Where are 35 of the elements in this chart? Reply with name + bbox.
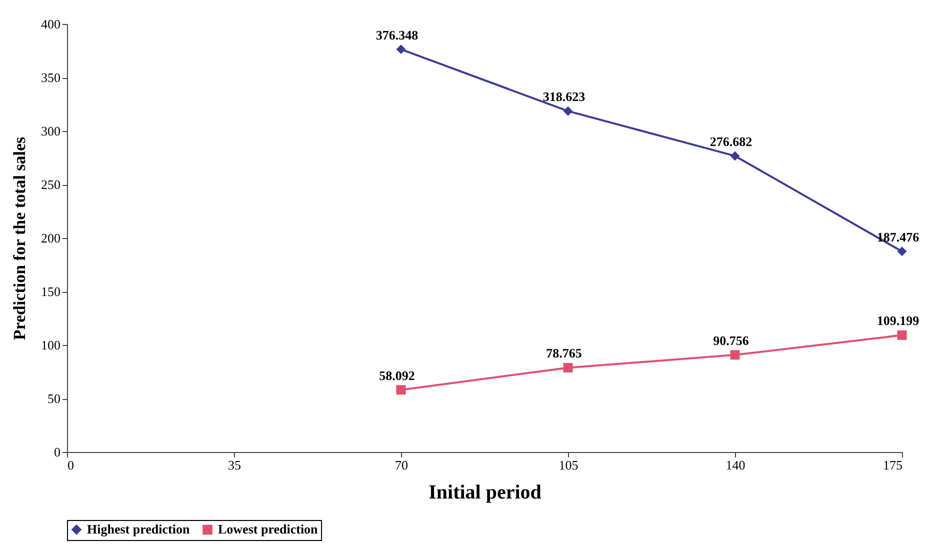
x-tick-label: 175	[883, 458, 902, 472]
x-tick-label: 140	[726, 458, 746, 472]
data-label: 109.199	[876, 313, 920, 328]
data-label: 58.092	[379, 368, 415, 383]
data-label: 318.623	[542, 89, 586, 104]
point	[396, 44, 406, 54]
y-tick-label: 50	[48, 391, 60, 406]
x-tick-label: 0	[68, 458, 74, 472]
point	[730, 151, 740, 161]
point	[396, 385, 406, 395]
point	[563, 106, 573, 116]
data-label: 90.756	[713, 332, 750, 348]
point	[897, 330, 907, 340]
y-tick-label: 300	[41, 124, 60, 138]
y-tick-label: 350	[41, 70, 60, 85]
point	[563, 362, 573, 372]
y-tick-label: 0	[54, 444, 60, 460]
point	[897, 246, 907, 256]
y-axis-title: Prediction for the total sales	[10, 136, 29, 340]
data-label: 376.348	[376, 27, 419, 42]
y-tick-label: 150	[41, 284, 60, 299]
data-label: 187.476	[876, 229, 920, 244]
x-tick-label: 35	[228, 458, 241, 472]
y-tick-label: 400	[41, 16, 60, 32]
y-tick-label: 200	[41, 230, 60, 246]
data-label: 276.682	[710, 134, 752, 149]
x-tick-label: 70	[395, 458, 408, 472]
x-axis-title: Initial period	[428, 482, 542, 504]
point	[730, 350, 740, 360]
y-tick-label: 250	[41, 177, 60, 192]
legend-label: Highest prediction	[87, 522, 190, 537]
legend-label: Lowest prediction	[218, 522, 319, 537]
data-label: 78.765	[546, 346, 582, 361]
y-tick-label: 100	[41, 338, 60, 352]
x-tick-label: 105	[558, 458, 578, 472]
